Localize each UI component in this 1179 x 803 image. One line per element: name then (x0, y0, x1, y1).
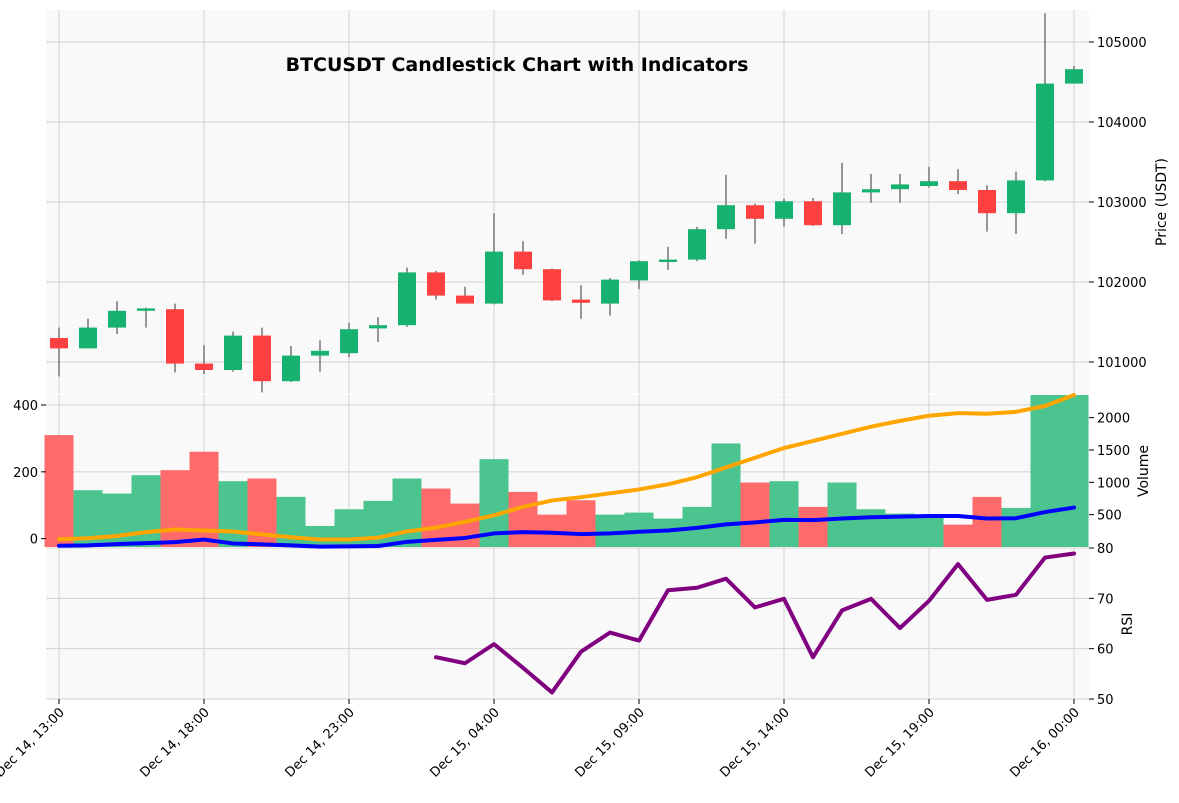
volume-axis-label: Volume (1136, 445, 1152, 497)
volume-left-tick-label: 400 (13, 399, 38, 414)
volume-ma-slow-line (57, 393, 1076, 542)
volume-bar (972, 496, 1002, 547)
volume-bar (1030, 395, 1060, 547)
volume-bar (798, 506, 828, 547)
volume-right-tick-label: 1000 (1097, 476, 1130, 491)
candle-body (891, 184, 909, 190)
price-tick-label: 104000 (1097, 116, 1147, 131)
candle-body (543, 269, 561, 301)
candle-body (659, 259, 677, 262)
x-tick-label: Dec 15, 09:00 (572, 705, 647, 780)
volume-bar (566, 500, 596, 547)
volume-bar (392, 478, 422, 547)
price-tick-label: 103000 (1097, 196, 1147, 211)
volume-bar (595, 514, 625, 547)
x-tick-label: Dec 14, 23:00 (282, 705, 357, 780)
volume-bar (1059, 395, 1089, 547)
candle-body (282, 355, 300, 382)
candle-body (108, 310, 126, 328)
volume-bar (102, 493, 132, 547)
x-tick-label: Dec 15, 19:00 (862, 705, 937, 780)
candle-body (485, 251, 503, 304)
candle-body (1065, 69, 1083, 84)
volume-bar (131, 475, 161, 547)
candle-body (311, 350, 329, 356)
candle-body (572, 299, 590, 303)
volume-bar (508, 491, 538, 547)
volume-moving-averages (57, 393, 1076, 549)
volume-bar (885, 513, 915, 547)
candle-body (978, 190, 996, 214)
candle-body (79, 327, 97, 349)
candle-body (688, 229, 706, 260)
candle-body (50, 338, 68, 349)
x-tick-label: Dec 16, 00:00 (1007, 705, 1082, 780)
volume-right-tick-label: 500 (1097, 509, 1122, 524)
volume-bar (740, 482, 770, 547)
candle-body (427, 272, 445, 296)
candlesticks (50, 13, 1083, 393)
candle-body (253, 335, 271, 382)
candle-body (920, 181, 938, 186)
candle-body (398, 272, 416, 326)
volume-ma-fast-line (57, 505, 1076, 549)
volume-bar (44, 435, 74, 547)
candle-body (862, 189, 880, 193)
candle-body (137, 308, 155, 311)
candle-body (340, 329, 358, 354)
x-tick-label: Dec 15, 14:00 (717, 705, 792, 780)
price-tick-label: 101000 (1097, 356, 1147, 371)
price-tick-label: 102000 (1097, 276, 1147, 291)
volume-bar (914, 516, 944, 547)
volume-bar (856, 509, 886, 547)
x-tick-label: Dec 15, 04:00 (427, 705, 502, 780)
candle-body (166, 309, 184, 364)
volume-bar (769, 481, 799, 547)
volume-bar (1001, 507, 1031, 547)
volume-right-tick-label: 2000 (1097, 412, 1130, 427)
price-tick-label: 105000 (1097, 36, 1147, 51)
volume-left-tick-label: 0 (30, 533, 38, 548)
x-tick-label: Dec 14, 18:00 (137, 705, 212, 780)
candle-body (369, 325, 387, 329)
candle-body (775, 201, 793, 219)
rsi-axis-label: RSI (1120, 613, 1136, 636)
rsi-tick-label: 70 (1097, 592, 1114, 607)
volume-bar (711, 443, 741, 547)
candle-body (949, 181, 967, 190)
candle-body (601, 279, 619, 304)
candle-body (1036, 83, 1054, 181)
rsi-panel-background (46, 548, 1089, 699)
volume-bar (218, 481, 248, 547)
volume-bar (943, 524, 973, 547)
rsi-tick-label: 60 (1097, 643, 1114, 658)
candle-body (804, 201, 822, 226)
volume-right-tick-label: 1500 (1097, 444, 1130, 459)
candle-body (746, 205, 764, 219)
rsi-line (434, 551, 1076, 695)
candle-body (630, 261, 648, 281)
candle-body (717, 205, 735, 230)
candle-body (195, 363, 213, 370)
candle-body (456, 295, 474, 304)
volume-bar (160, 470, 190, 547)
x-tick-label: Dec 14, 13:00 (0, 705, 68, 780)
rsi-tick-label: 50 (1097, 693, 1114, 708)
rsi-line-group (434, 551, 1076, 695)
volume-bar (827, 482, 857, 547)
price-axis-label: Price (USDT) (1154, 158, 1170, 246)
candle-body (514, 251, 532, 270)
candle-body (833, 192, 851, 226)
candle-body (224, 335, 242, 370)
chart-title: BTCUSDT Candlestick Chart with Indicator… (286, 54, 749, 76)
volume-bar (305, 525, 335, 547)
rsi-tick-label: 80 (1097, 542, 1114, 557)
volume-left-tick-label: 200 (13, 466, 38, 481)
candle-body (1007, 180, 1025, 214)
